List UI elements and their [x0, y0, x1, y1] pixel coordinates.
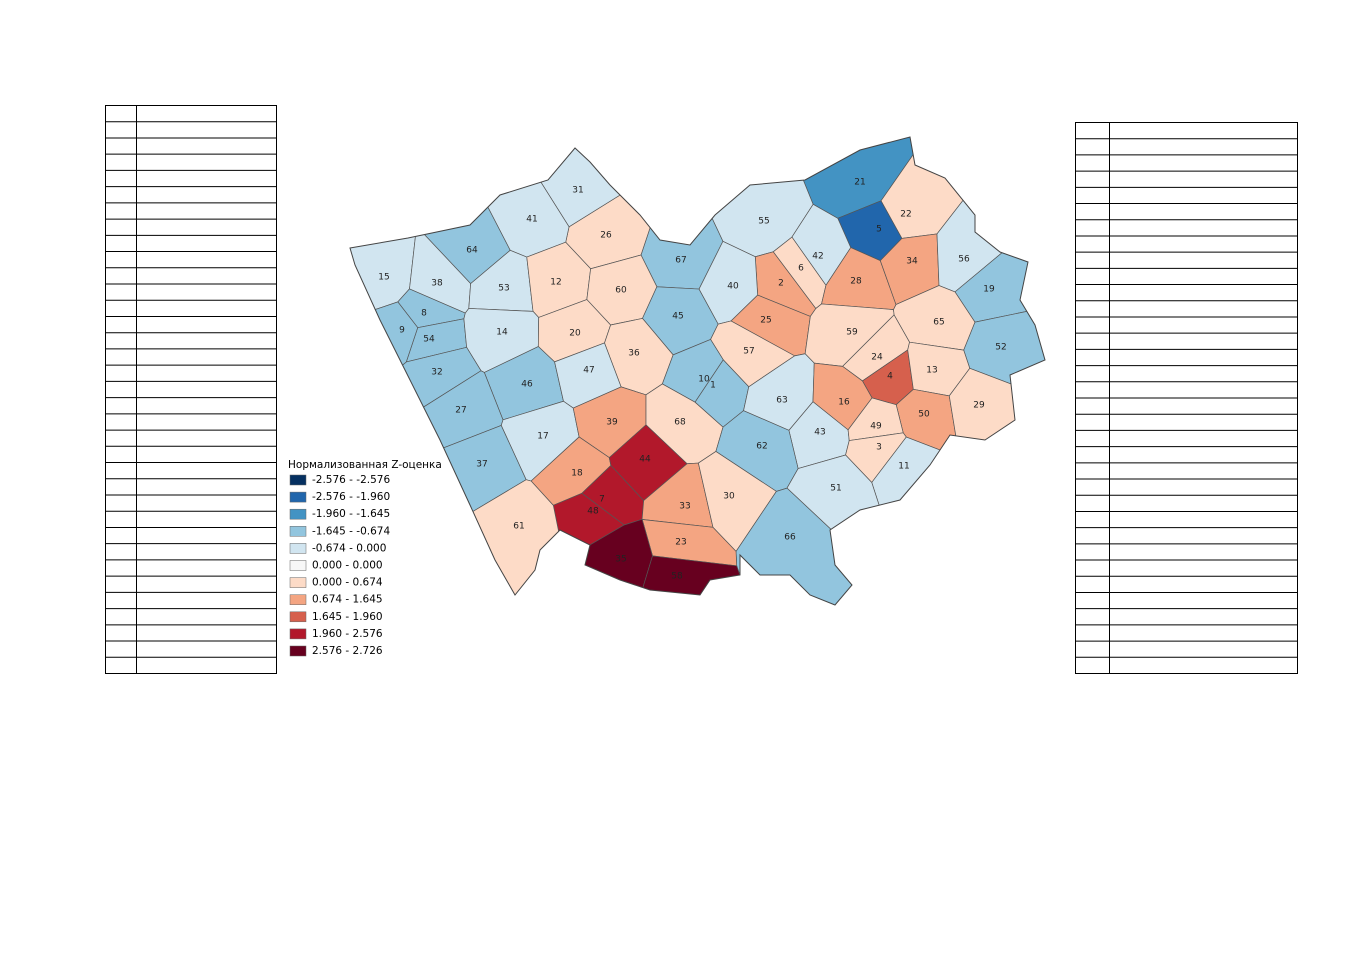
- region-label: 54: [423, 335, 435, 345]
- legend-label: -2.576 - -2.576: [312, 474, 390, 486]
- region-label: 43: [814, 428, 825, 438]
- table-frame: [105, 105, 277, 674]
- region-label: 63: [776, 396, 787, 406]
- region-label: 59: [846, 328, 858, 338]
- legend-label: 0.000 - 0.000: [312, 560, 383, 572]
- legend-swatch: [289, 543, 307, 554]
- region-label: 25: [760, 316, 771, 326]
- region-label: 51: [830, 484, 841, 494]
- region-label: 39: [606, 418, 618, 428]
- region-label: 32: [431, 368, 442, 378]
- region-label: 4: [887, 372, 893, 382]
- region-label: 2: [778, 279, 784, 289]
- region-label: 24: [871, 353, 883, 363]
- legend-label: -0.674 - 0.000: [312, 542, 386, 554]
- region-label: 15: [378, 273, 389, 283]
- region-label: 53: [498, 284, 509, 294]
- region-label: 35: [615, 555, 626, 565]
- region-label: 44: [639, 455, 651, 465]
- legend-label: 0.000 - 0.674: [312, 577, 383, 589]
- region-label: 13: [926, 366, 937, 376]
- region-label: 19: [983, 285, 995, 295]
- region-label: 28: [850, 277, 862, 287]
- region-label: 23: [675, 538, 686, 548]
- region-label: 50: [918, 410, 930, 420]
- region-label: 29: [973, 401, 985, 411]
- legend-swatch: [289, 594, 307, 605]
- region-label: 45: [672, 312, 683, 322]
- legend-title: Нормализованная Z-оценка: [288, 459, 442, 471]
- region-label: 67: [675, 256, 686, 266]
- region-label: 60: [615, 286, 627, 296]
- region-label: 56: [958, 255, 970, 265]
- legend-swatch: [289, 474, 307, 486]
- region-label: 66: [784, 533, 796, 543]
- region-label: 41: [526, 215, 537, 225]
- legend: Нормализованная Z-оценка -2.576 - -2.576…: [288, 459, 442, 657]
- region-label: 36: [628, 349, 640, 359]
- region-label: 34: [906, 257, 918, 267]
- region-label: 68: [674, 418, 686, 428]
- legend-label: 1.645 - 1.960: [312, 611, 383, 623]
- region-label: 7: [599, 495, 605, 505]
- region-label: 42: [812, 252, 823, 262]
- region-label: 48: [587, 507, 599, 517]
- region-label: 20: [569, 329, 581, 339]
- legend-swatch: [289, 628, 307, 640]
- legend-label: -1.960 - -1.645: [312, 508, 390, 520]
- region-label: 5: [876, 225, 882, 235]
- region-label: 6: [798, 264, 804, 274]
- legend-swatch: [289, 611, 307, 623]
- region-label: 8: [421, 309, 427, 319]
- region-label: 65: [933, 318, 944, 328]
- region-label: 62: [756, 442, 767, 452]
- legend-swatch: [289, 645, 307, 657]
- legend-swatch: [289, 560, 307, 571]
- region-label: 21: [854, 178, 865, 188]
- region-label: 17: [537, 432, 548, 442]
- region: [350, 137, 417, 326]
- region-label: 12: [550, 278, 561, 288]
- legend-swatch: [289, 508, 307, 520]
- region-label: 31: [572, 186, 583, 196]
- region-label: 37: [476, 460, 487, 470]
- legend-swatch: [289, 577, 307, 588]
- region-label: 38: [431, 279, 443, 289]
- region-label: 46: [521, 380, 533, 390]
- legend-label: -1.645 - -0.674: [312, 525, 390, 537]
- region-label: 16: [838, 398, 850, 408]
- region-label: 1: [710, 381, 716, 391]
- region-label: 26: [600, 231, 612, 241]
- region-label: 55: [758, 217, 769, 227]
- region-label: 47: [583, 366, 594, 376]
- region-label: 30: [723, 492, 735, 502]
- region-label: 57: [743, 347, 754, 357]
- region-label: 33: [679, 502, 690, 512]
- region-label: 52: [995, 343, 1006, 353]
- legend-label: 2.576 - 2.726: [312, 645, 383, 657]
- region-label: 11: [898, 462, 909, 472]
- legend-label: -2.576 - -1.960: [312, 491, 390, 503]
- region-label: 10: [698, 375, 710, 385]
- region-label: 58: [671, 572, 683, 582]
- legend-label: 1.960 - 2.576: [312, 628, 383, 640]
- legend-label: 0.674 - 1.645: [312, 594, 383, 606]
- region-label: 40: [727, 282, 739, 292]
- region-label: 14: [496, 328, 508, 338]
- legend-swatch: [289, 526, 307, 537]
- region-label: 3: [876, 443, 882, 453]
- region-label: 64: [466, 246, 478, 256]
- region-label: 27: [455, 406, 466, 416]
- region-label: 9: [399, 326, 405, 336]
- tables: [105, 105, 1298, 674]
- region-label: 22: [900, 210, 911, 220]
- region-label: 49: [870, 422, 882, 432]
- region: [948, 367, 1045, 595]
- region-label: 18: [571, 469, 583, 479]
- region-label: 61: [513, 522, 524, 532]
- legend-swatch: [289, 491, 307, 503]
